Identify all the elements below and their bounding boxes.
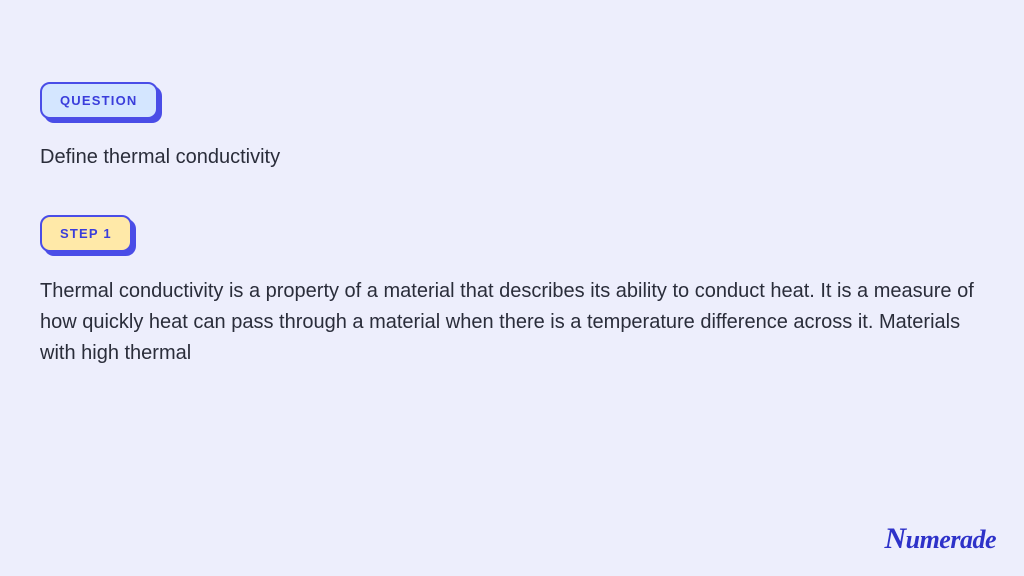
question-badge-label: QUESTION: [40, 82, 158, 119]
step-badge: STEP 1: [40, 215, 132, 252]
step-badge-label: STEP 1: [40, 215, 132, 252]
content-area: QUESTION Define thermal conductivity STE…: [0, 0, 1024, 369]
question-text: Define thermal conductivity: [40, 143, 984, 171]
brand-text: umerade: [906, 525, 996, 554]
question-badge: QUESTION: [40, 82, 158, 119]
step-text: Thermal conductivity is a property of a …: [40, 276, 984, 369]
brand-logo: Numerade: [884, 522, 996, 556]
